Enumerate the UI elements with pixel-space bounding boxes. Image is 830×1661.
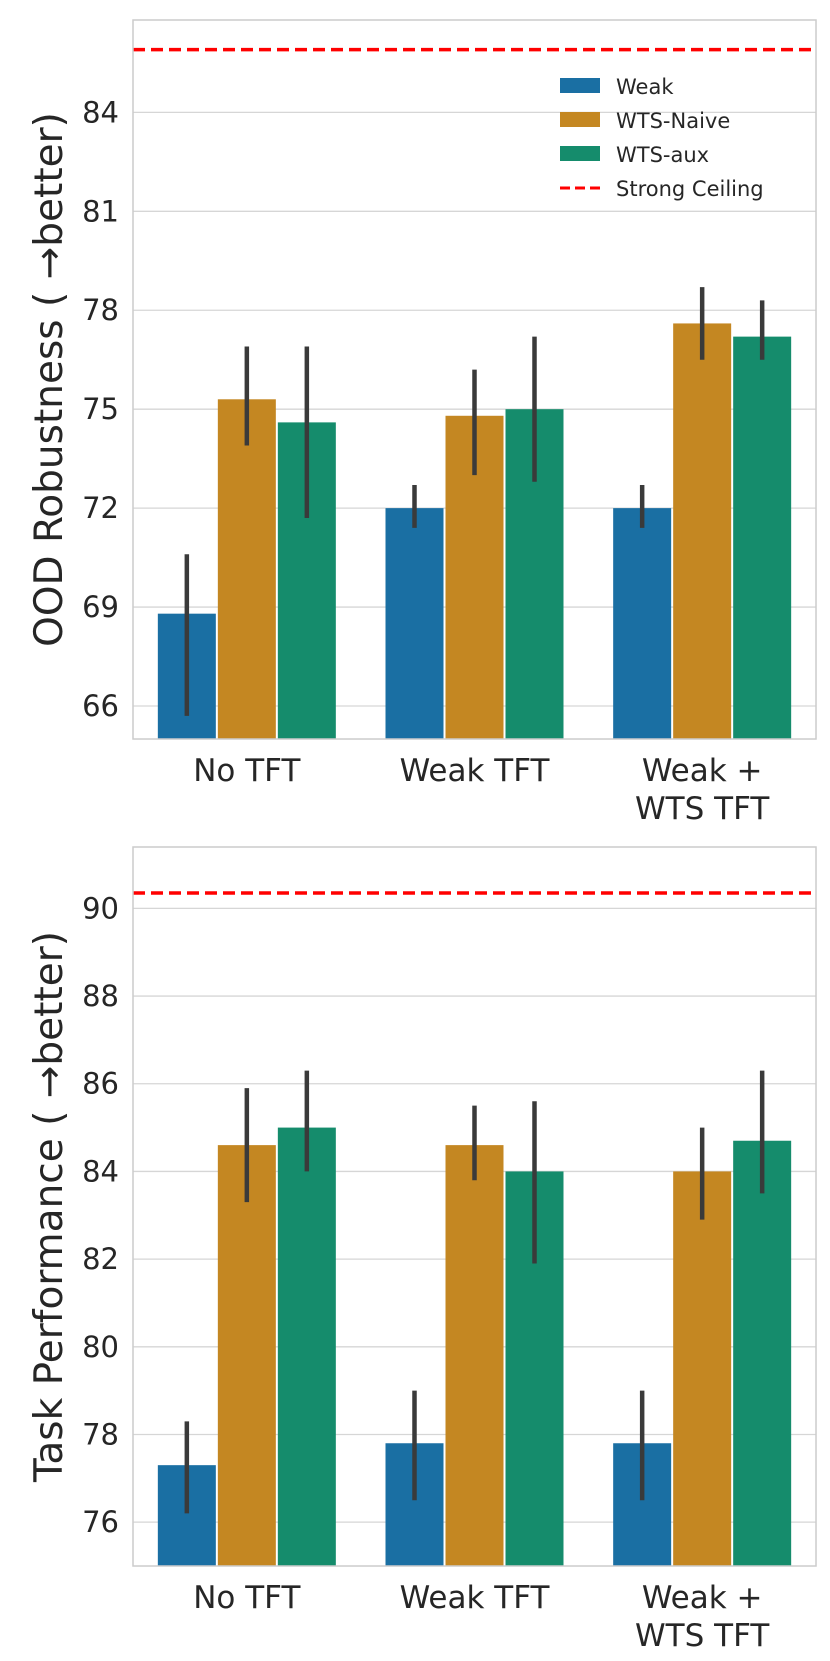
legend-swatch-wts-naive	[560, 112, 600, 127]
p1-plot-frame	[132, 846, 817, 1567]
p0-x-tick-weak-wts-tft: Weak + WTS TFT	[635, 753, 770, 827]
p0-x-tick-no-tft: No TFT	[193, 753, 301, 789]
p0-y-tick-72: 72	[82, 491, 119, 525]
p1-y-tick-84: 84	[82, 1154, 119, 1188]
legend: Weak WTS-Naive WTS-aux Strong Ceiling	[560, 75, 764, 201]
p1-y-tick-90: 90	[82, 891, 119, 925]
p0-y-tick-69: 69	[82, 590, 119, 624]
p0-bar-weak-weak-wts-tft	[613, 508, 672, 739]
p1-y-tick-86: 86	[82, 1067, 119, 1101]
p0-y-tick-66: 66	[82, 689, 119, 723]
p0-y-tick-75: 75	[82, 392, 119, 426]
p1-x-tick-no-tft: No TFT	[193, 1580, 301, 1616]
p1-bar-wts-aux-weak-wts-tft	[733, 1140, 792, 1566]
p0-y-axis-label: OOD Robustness ( →better)	[27, 112, 72, 647]
p1-bar-wts-aux-no-tft	[277, 1127, 336, 1566]
p1-y-tick-76: 76	[82, 1505, 119, 1539]
legend-label-strong-ceiling: Strong Ceiling	[616, 177, 764, 201]
p1-y-tick-78: 78	[82, 1417, 119, 1451]
p0-bar-weak-weak-tft	[385, 508, 444, 739]
ood-robustness-chart: 66 69 72 75 78 81 84 No TFT Weak TFT Weak + WTS TF…	[27, 19, 817, 827]
p1-y-tick-88: 88	[82, 979, 119, 1013]
p0-y-tick-78: 78	[82, 293, 119, 327]
task-performance-chart: 76 78 80 82 84 86 88 90 No TFT Weak TFT Weak + WTS …	[27, 846, 817, 1654]
p1-bar-wts-naive-weak-tft	[445, 1145, 504, 1566]
legend-swatch-weak	[560, 78, 600, 93]
p0-y-tick-81: 81	[82, 194, 119, 228]
p1-bar-wts-naive-no-tft	[217, 1145, 276, 1566]
p0-bar-wts-naive-weak-wts-tft	[673, 323, 732, 739]
legend-label-wts-naive: WTS-Naive	[616, 109, 730, 133]
p1-x-tick-weak-wts-tft: Weak + WTS TFT	[635, 1580, 770, 1654]
p1-y-axis-label: Task Performance ( →better)	[27, 931, 72, 1483]
p1-y-tick-80: 80	[82, 1330, 119, 1364]
legend-label-weak: Weak	[616, 75, 674, 99]
legend-swatch-wts-aux	[560, 146, 600, 161]
p0-plot-frame	[132, 19, 817, 740]
p1-x-tick-weak-tft: Weak TFT	[400, 1580, 551, 1616]
p1-y-tick-82: 82	[82, 1242, 119, 1276]
legend-label-wts-aux: WTS-aux	[616, 143, 709, 167]
p0-bar-wts-aux-weak-wts-tft	[733, 336, 792, 739]
p0-x-tick-weak-tft: Weak TFT	[400, 753, 551, 789]
p1-bar-wts-naive-weak-wts-tft	[673, 1171, 732, 1566]
p0-y-tick-84: 84	[82, 95, 119, 129]
p0-bar-wts-naive-no-tft	[217, 399, 276, 739]
